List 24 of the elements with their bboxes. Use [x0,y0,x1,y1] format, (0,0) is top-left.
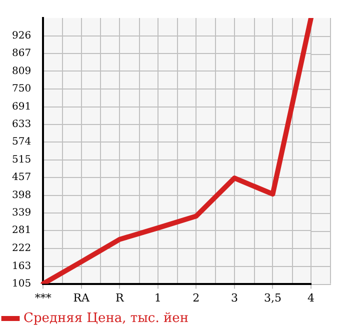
y-tick-label: 809 [12,66,32,77]
y-tick-label: 867 [12,48,32,60]
y-tick-label: 105 [12,278,32,290]
x-tick-label: 4 [308,291,314,304]
y-tick-label: 398 [12,190,32,201]
y-tick-label: 515 [12,154,32,166]
y-tick-label: 691 [12,101,32,112]
y-tick-label: 339 [12,208,32,219]
legend-label: Средняя Цена, тыс. йен [24,310,188,326]
x-tick-label: 3,5 [264,291,282,304]
x-tick-label: RA [73,291,91,304]
x-tick-label: R [115,291,124,304]
y-tick-label: 574 [12,136,32,148]
y-tick-label: 633 [12,118,32,130]
y-tick-label: 750 [12,84,32,95]
y-tick-label: 163 [12,260,32,272]
y-tick-label: 222 [12,243,32,254]
x-tick-label: *** [34,291,52,304]
y-tick-label: 926 [12,30,32,42]
x-tick-label: 3 [230,291,238,304]
y-tick-label: 281 [12,225,32,236]
x-tick-label: 2 [192,291,200,304]
y-tick-label: 457 [12,172,32,184]
x-tick-label: 1 [154,291,162,304]
